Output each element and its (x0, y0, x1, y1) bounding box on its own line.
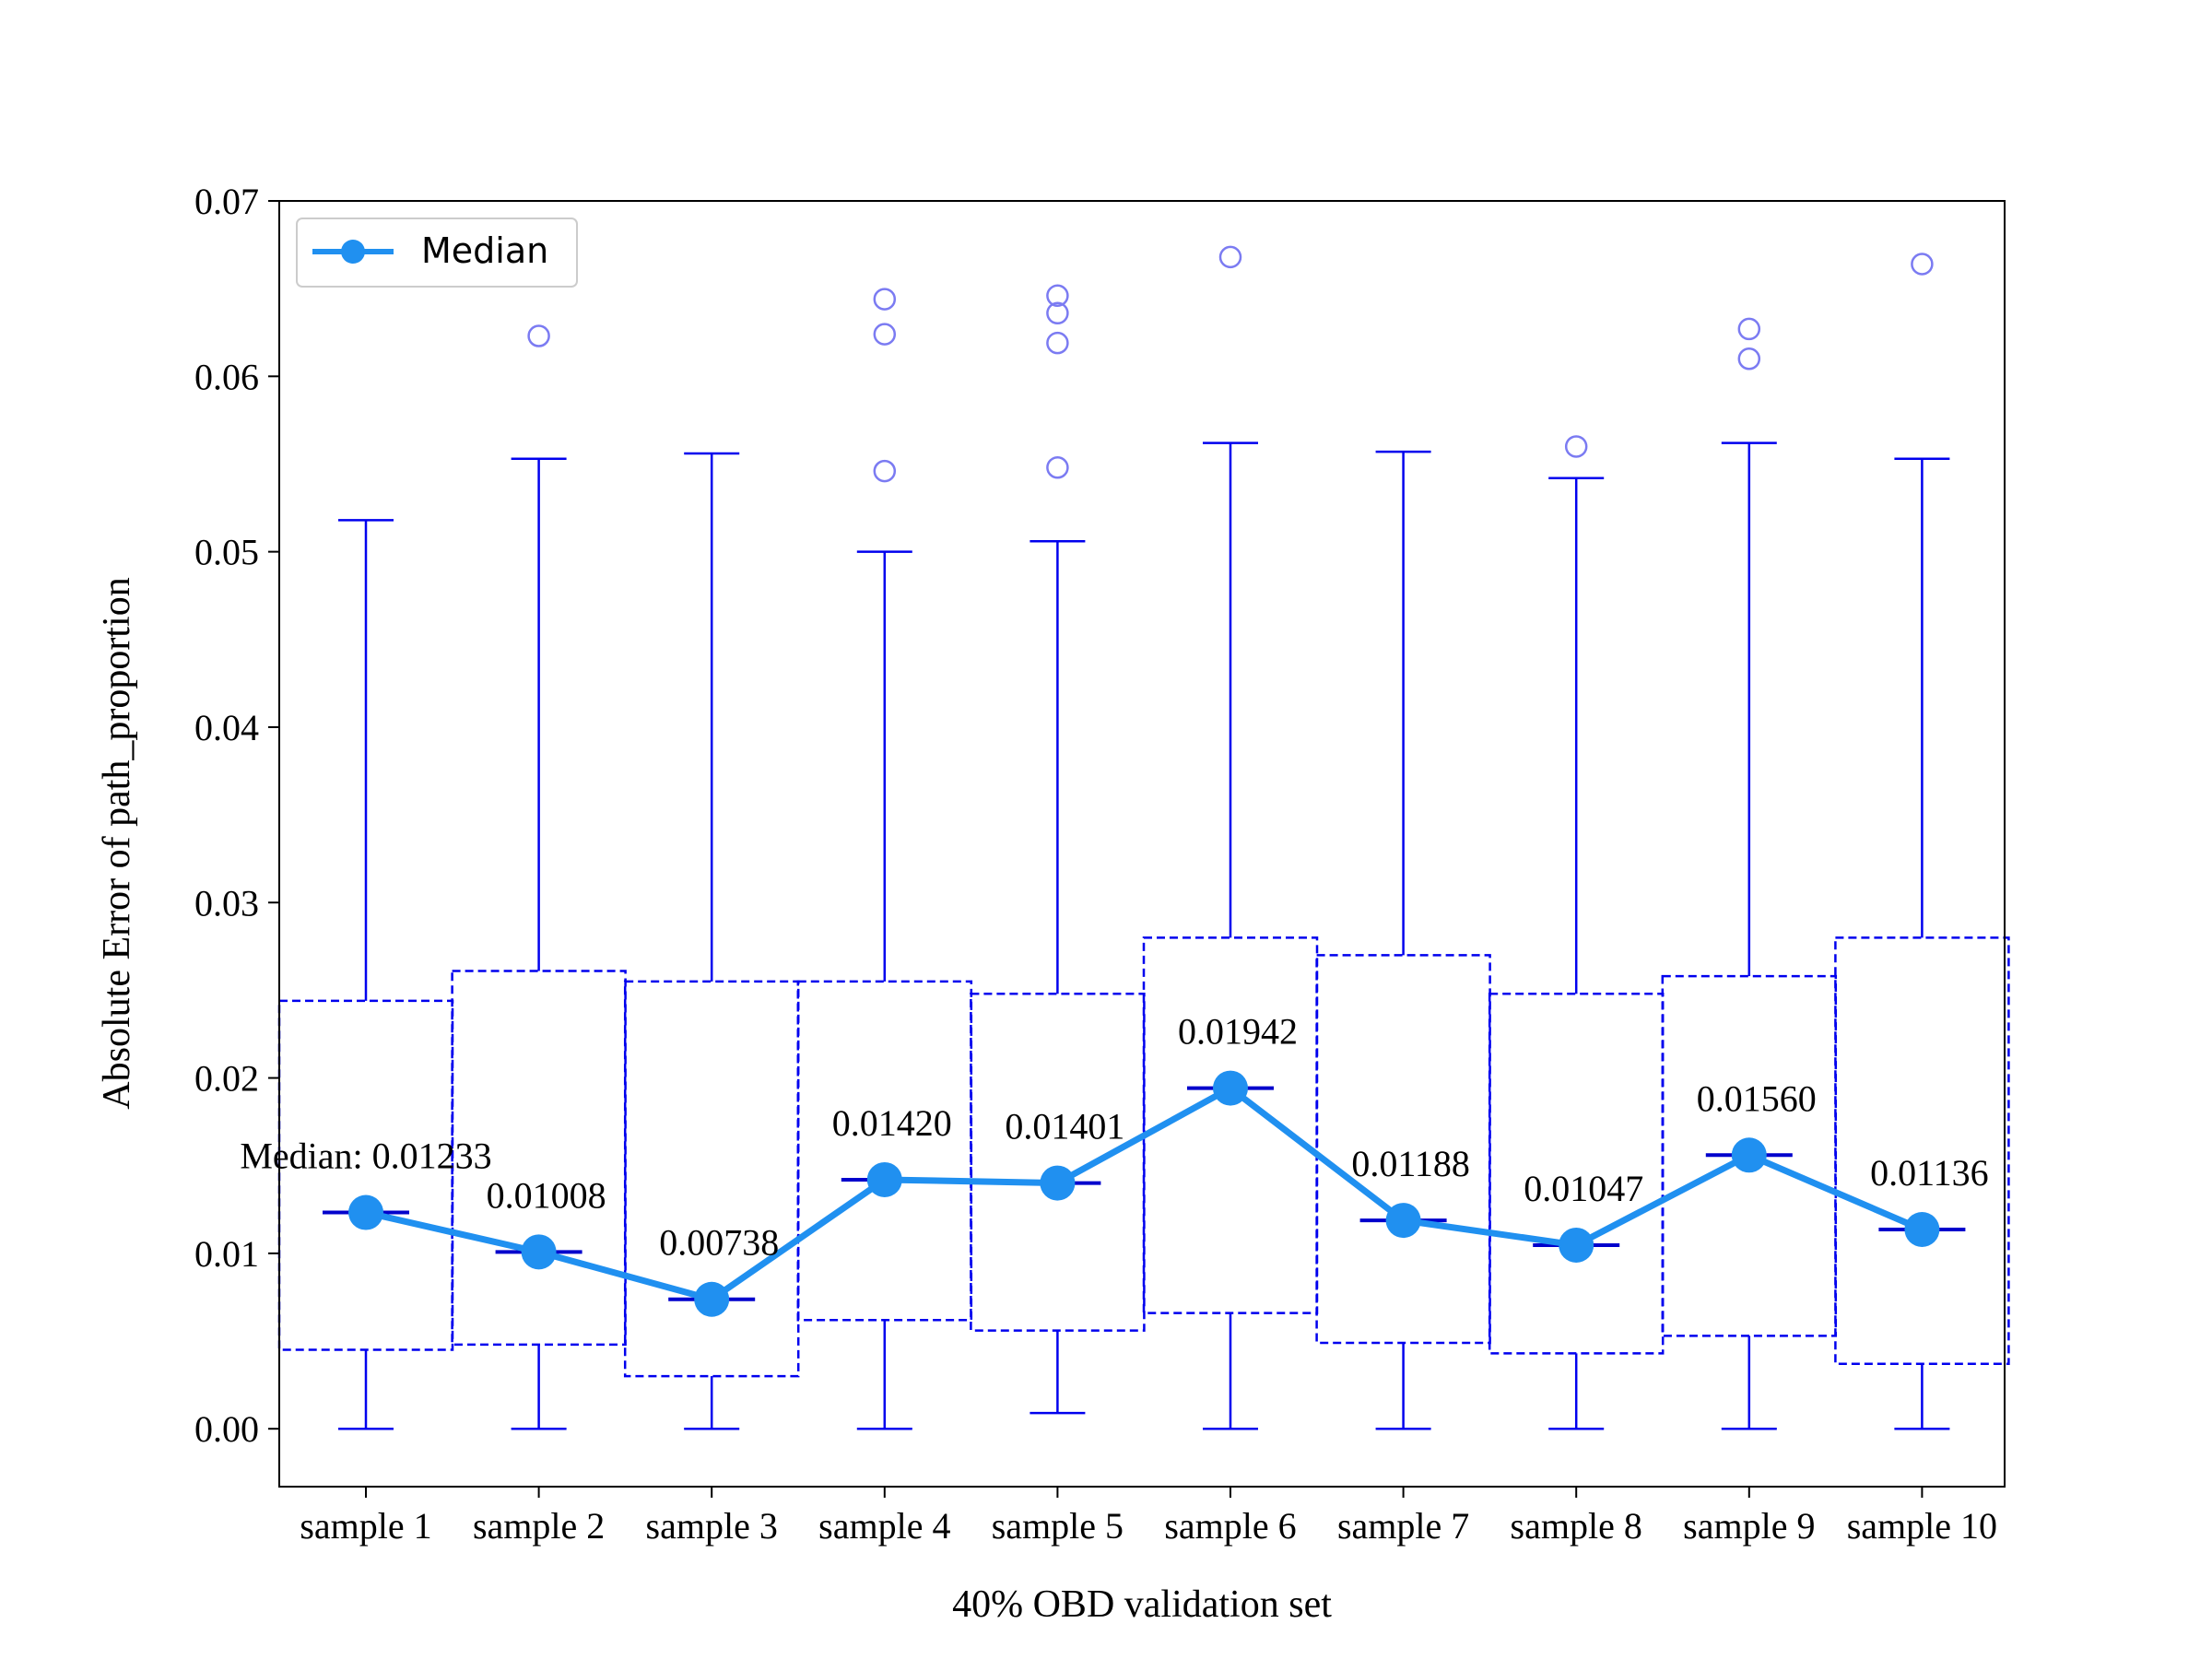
x-tick-label: sample 8 (1511, 1505, 1642, 1547)
x-tick-label: sample 5 (992, 1505, 1124, 1547)
median-label: 0.00738 (659, 1222, 779, 1264)
y-tick-label: 0.06 (194, 356, 259, 397)
median-label: 0.01560 (1697, 1077, 1817, 1119)
x-axis-label: 40% OBD validation set (952, 1583, 1332, 1626)
y-tick-label: 0.02 (194, 1058, 259, 1100)
median-point (1904, 1212, 1940, 1247)
outlier-point (1737, 317, 1761, 341)
median-point (866, 1161, 902, 1197)
median-series-line (365, 1085, 1924, 1303)
plot-area-frame (278, 200, 2006, 1488)
outlier-point (1046, 331, 1069, 355)
y-tick-label: 0.04 (194, 707, 259, 748)
y-axis-label: Absolute Error of path_proportion (96, 577, 138, 1109)
outlier-point (527, 324, 550, 347)
x-tick-label: sample 2 (473, 1505, 605, 1547)
outlier-point (1046, 301, 1069, 325)
median-point (1385, 1203, 1421, 1239)
x-tick-label: sample 7 (1337, 1505, 1469, 1547)
x-tick-label: sample 3 (646, 1505, 778, 1547)
median-label: 0.01401 (1005, 1106, 1124, 1147)
median-label: 0.01942 (1178, 1011, 1298, 1053)
y-tick-label: 0.00 (194, 1408, 259, 1450)
outlier-point (1737, 347, 1761, 371)
median-point (1040, 1165, 1076, 1201)
box-body (1661, 974, 1838, 1337)
median-point (1559, 1227, 1594, 1263)
median-series-layer (348, 1070, 1940, 1317)
legend: Median (296, 218, 578, 288)
x-tick-label: sample 9 (1683, 1505, 1815, 1547)
y-tick-label: 0.01 (194, 1233, 259, 1275)
outlier-point (1564, 435, 1588, 458)
median-point (348, 1194, 383, 1230)
outlier-point (873, 288, 897, 311)
median-label: Median: 0.01233 (240, 1135, 491, 1177)
median-point (694, 1281, 730, 1317)
median-point (521, 1234, 557, 1270)
median-label: 0.01188 (1351, 1143, 1470, 1184)
legend-label-median: Median (421, 230, 548, 271)
box-10 (1834, 253, 2010, 1430)
y-tick-label: 0.03 (194, 882, 259, 924)
legend-median-marker (341, 240, 365, 264)
y-tick-label: 0.07 (194, 181, 259, 222)
outlier-point (1046, 284, 1069, 308)
box-9 (1661, 317, 1838, 1430)
median-point (1731, 1137, 1767, 1173)
median-label: 0.01420 (832, 1102, 952, 1144)
median-label: 0.01047 (1524, 1168, 1643, 1209)
x-tick-label: sample 6 (1164, 1505, 1296, 1547)
x-axis: sample 1 sample 2 sample 3 sample 4 sample 5… (300, 1487, 1997, 1547)
outlier-point (873, 459, 897, 483)
x-tick-label: sample 4 (818, 1505, 950, 1547)
x-tick-label: sample 1 (300, 1505, 431, 1547)
outlier-point (1218, 245, 1242, 269)
y-axis: 0.00 0.01 0.02 0.03 0.04 0.05 0.06 0.07 (194, 181, 279, 1450)
outlier-point (1046, 456, 1069, 479)
outlier-point (873, 323, 897, 346)
outlier-point (1911, 253, 1934, 276)
legend-frame (296, 218, 578, 288)
median-label: 0.01136 (1870, 1152, 1989, 1194)
x-tick-label: sample 10 (1847, 1505, 1997, 1547)
median-point (1213, 1070, 1248, 1106)
y-tick-label: 0.05 (194, 532, 259, 573)
median-label: 0.01008 (487, 1174, 606, 1216)
box-6 (1142, 245, 1319, 1430)
